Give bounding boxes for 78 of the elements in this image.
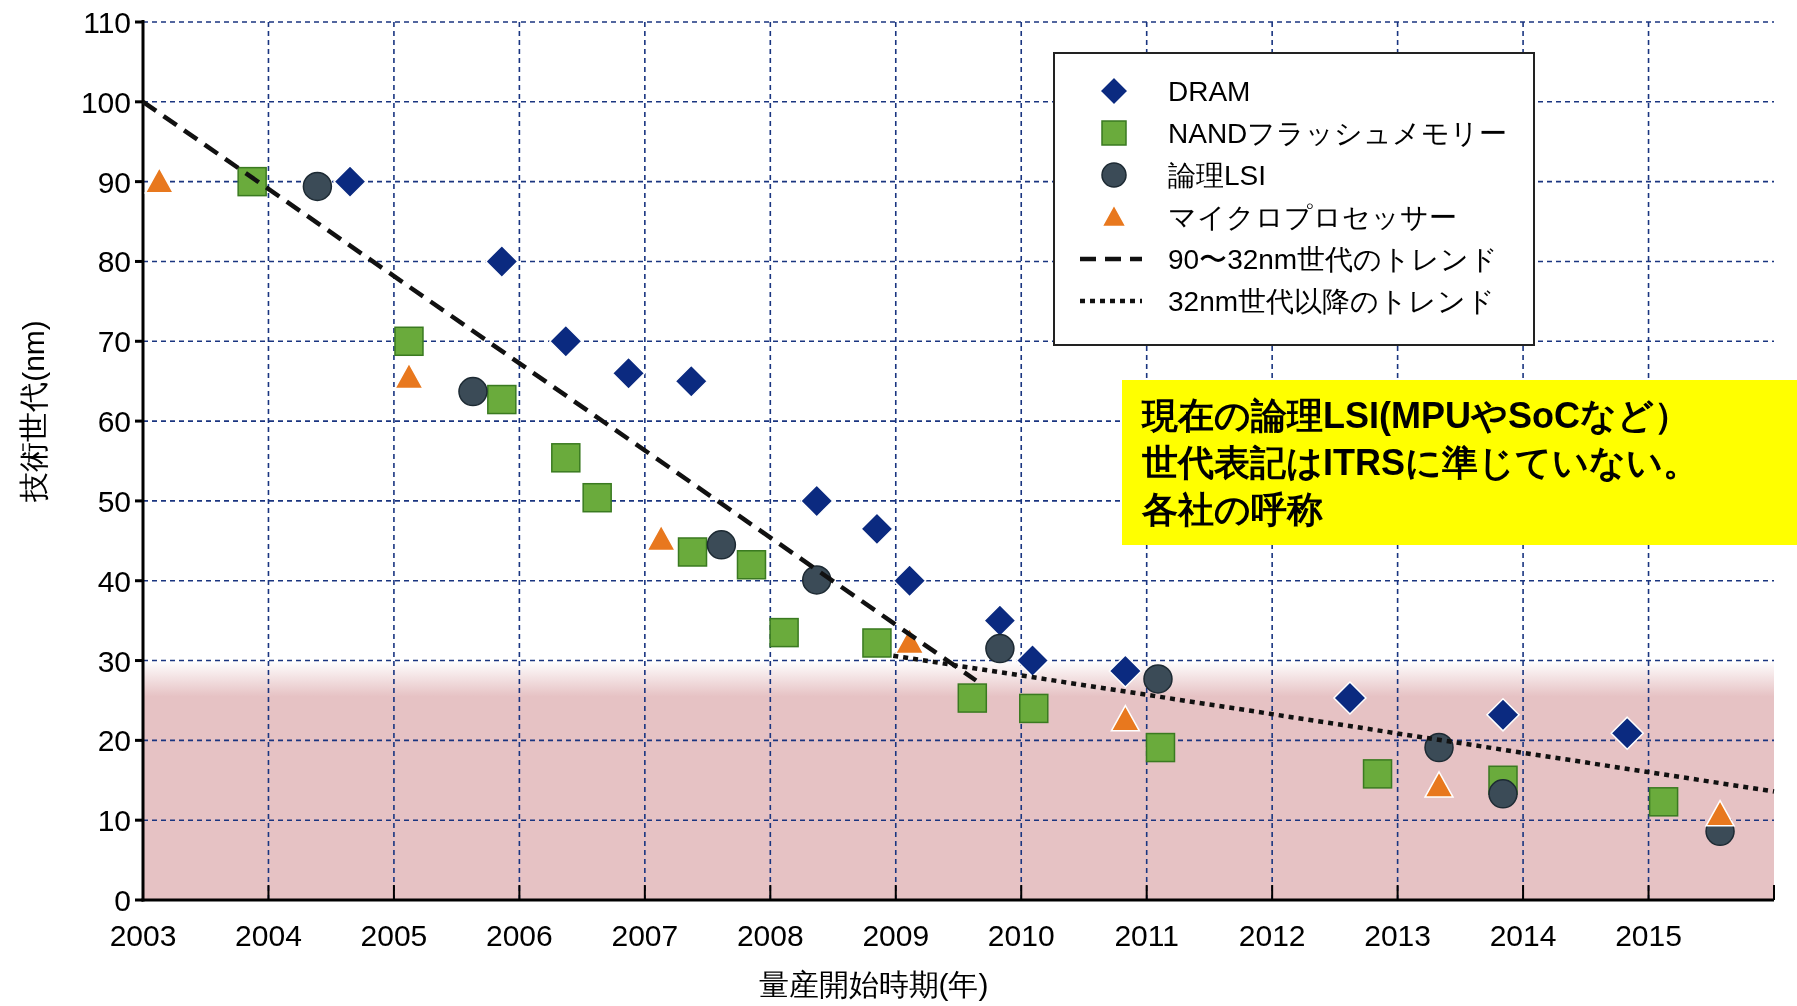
point (1108, 654, 1143, 688)
x-tick-label: 2015 (1615, 919, 1682, 952)
point (1110, 704, 1141, 732)
y-tick-label: 70 (97, 325, 131, 359)
point (1019, 693, 1049, 724)
point (769, 617, 799, 648)
point (1143, 664, 1173, 694)
point (582, 482, 612, 513)
point (611, 356, 646, 390)
point (1705, 799, 1735, 827)
point (1362, 759, 1393, 789)
point (957, 683, 988, 713)
y-tick-label: 80 (97, 245, 131, 279)
point (677, 537, 708, 567)
y-tick-label: 10 (97, 804, 131, 838)
x-tick-label: 2008 (736, 919, 804, 952)
point (801, 565, 832, 595)
point (1424, 771, 1454, 798)
point (237, 166, 267, 197)
point (736, 550, 767, 580)
y-tick-label: 90 (97, 165, 131, 199)
x-tick-label: 2007 (611, 919, 679, 952)
point (892, 563, 927, 598)
point (394, 362, 424, 390)
x-tick-label: 2003 (109, 919, 177, 952)
note-box: 現在の論理LSI(MPUやSoCなど） 世代表記はITRSに準じていない。 各社の呼称 (1122, 380, 1797, 545)
point (1424, 732, 1454, 763)
point (458, 376, 488, 407)
point (551, 443, 581, 473)
point (487, 384, 517, 415)
x-tick-label: 2009 (862, 919, 930, 952)
point (1015, 643, 1050, 678)
y-tick-label: 100 (80, 85, 131, 119)
point (799, 484, 834, 518)
point (1333, 681, 1367, 715)
point (549, 324, 583, 359)
point (706, 530, 737, 560)
y-tick-label: 0 (114, 884, 131, 917)
x-tick-label: 2014 (1489, 919, 1557, 952)
y-tick-label: 50 (97, 484, 131, 518)
point (646, 524, 676, 552)
x-tick-label: 2006 (486, 919, 553, 952)
point (862, 628, 892, 658)
point (394, 326, 424, 357)
legend-label: NANDフラッシュメモリー (1168, 118, 1508, 149)
point (1486, 698, 1520, 732)
annotation: 各社の呼称 (1142, 488, 1324, 532)
x-tick-label: 2011 (1114, 919, 1179, 952)
x-tick-label: 2012 (1238, 919, 1306, 952)
point (485, 244, 519, 279)
point (1610, 716, 1644, 750)
y-tick-label: 60 (97, 405, 131, 439)
x-tick-label: 2004 (235, 919, 302, 952)
y-axis-title: 技術世代(nm) (17, 320, 50, 503)
x-tick-label: 2013 (1364, 919, 1431, 952)
x-tick-label: 2005 (360, 919, 428, 952)
y-tick-label: 40 (97, 564, 131, 598)
annotation: 世代表記はITRSに準じていない。 (1142, 441, 1700, 485)
point (333, 164, 367, 199)
point (302, 171, 333, 202)
point (144, 166, 175, 194)
legend-label: 32nm世代以降のトレンド (1168, 286, 1496, 317)
annotation: 現在の論理LSI(MPUやSoCなど） (1142, 394, 1691, 438)
point (1145, 732, 1176, 763)
point (1648, 787, 1679, 817)
x-tick-label: 2010 (987, 919, 1055, 952)
point (674, 364, 709, 398)
point (860, 512, 894, 546)
legend-label: 90〜32nm世代のトレンド (1168, 244, 1499, 275)
x-axis-title: 量産開始時期(年) (758, 968, 989, 1001)
y-tick-label: 20 (97, 724, 131, 758)
point (1488, 779, 1518, 809)
legend-label: 論理LSI (1168, 160, 1267, 191)
y-tick-label: 30 (97, 644, 131, 678)
legend-label: DRAM (1168, 76, 1251, 107)
point (985, 633, 1015, 664)
y-tick-label: 110 (83, 6, 131, 39)
legend-label: マイクロプロセッサー (1168, 202, 1457, 233)
